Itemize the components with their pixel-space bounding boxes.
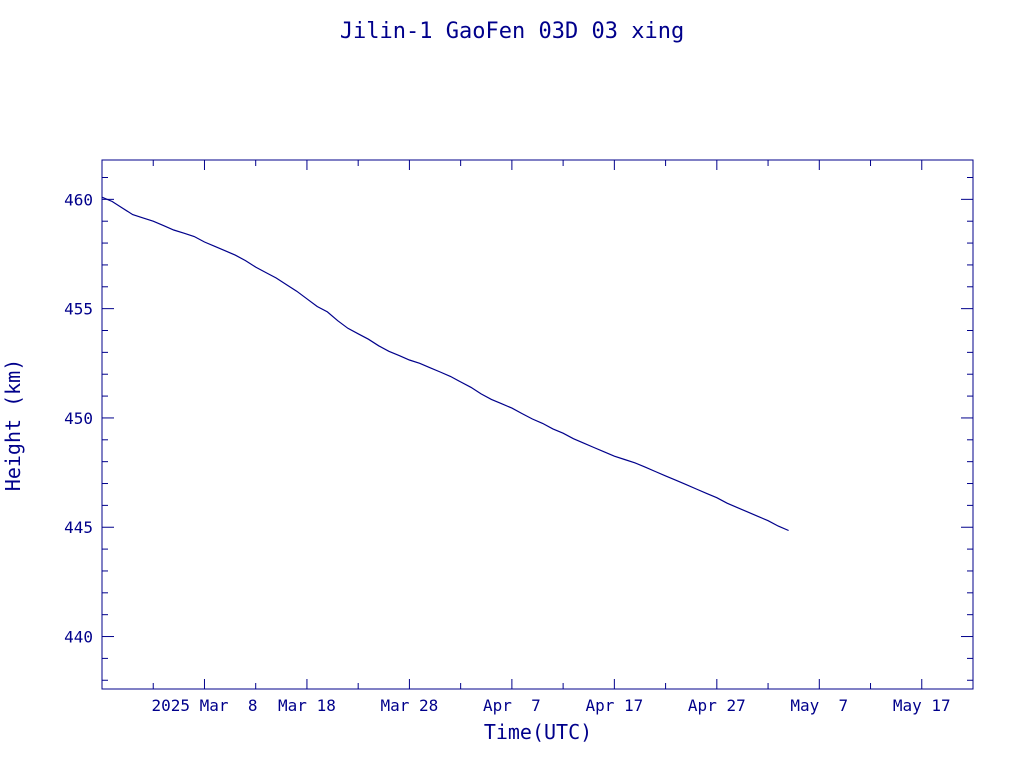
y-tick-label: 455 bbox=[64, 300, 93, 319]
y-tick-label: 450 bbox=[64, 409, 93, 428]
y-tick-label: 445 bbox=[64, 518, 93, 537]
y-tick-labels: 440 445 450 455 460 bbox=[64, 190, 93, 646]
y-axis-label: Height (km) bbox=[1, 359, 25, 491]
y-tick-label: 460 bbox=[64, 190, 93, 209]
x-tick-label: Mar 18 bbox=[278, 696, 336, 715]
plot-frame bbox=[101, 159, 974, 690]
x-tick-label: May 7 bbox=[790, 696, 848, 715]
series-group bbox=[101, 196, 789, 532]
chart-title: Jilin-1 GaoFen 03D 03 xing bbox=[340, 19, 684, 44]
x-axis-label: Time(UTC) bbox=[484, 720, 592, 744]
x-tick-labels: 2025 Mar 8 Mar 18 Mar 28 Apr 7 Apr 17 Apr 27 M… bbox=[151, 696, 950, 715]
x-tick-label: Apr 27 bbox=[688, 696, 746, 715]
axis-ticks bbox=[101, 160, 974, 689]
height-series-line bbox=[101, 196, 789, 532]
x-tick-label: Mar 28 bbox=[381, 696, 439, 715]
x-tick-label: Apr 7 bbox=[483, 696, 541, 715]
x-tick-label: 2025 Mar 8 bbox=[151, 696, 257, 715]
x-tick-label: Apr 17 bbox=[585, 696, 643, 715]
y-tick-label: 440 bbox=[64, 628, 93, 647]
x-tick-label: May 17 bbox=[893, 696, 951, 715]
